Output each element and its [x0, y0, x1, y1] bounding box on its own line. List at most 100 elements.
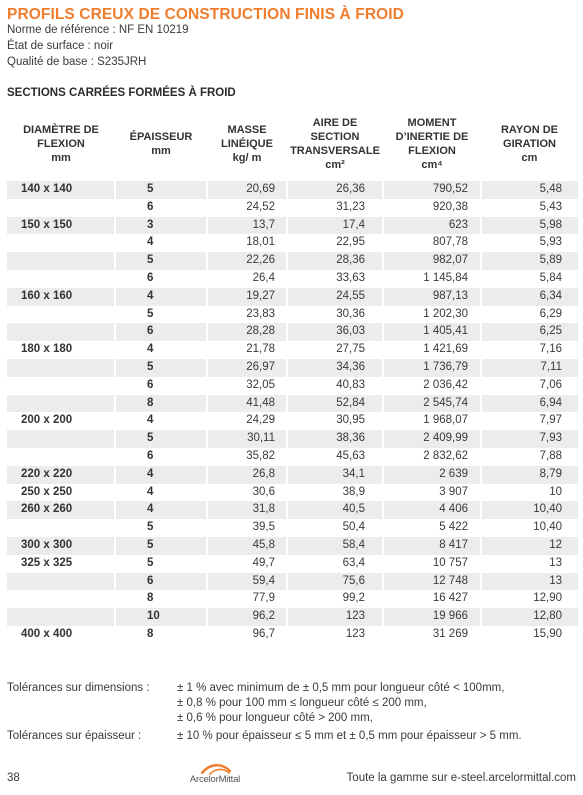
table-row: 5 30,11 38,36 2 409,99 7,93 [7, 430, 578, 448]
section-size-cell: 260 x 260 [7, 501, 116, 520]
table-row: 5 39,5 50,4 5 422 10,40 [7, 519, 578, 537]
radius-of-gyration-cell: 12,80 [481, 608, 578, 626]
moment-of-inertia-cell: 1 421,69 [383, 341, 482, 359]
radius-of-gyration-cell: 5,93 [481, 234, 578, 253]
section-area-cell: 31,23 [287, 198, 384, 217]
table-row: 6 35,82 45,63 2 832,62 7,88 [7, 447, 578, 466]
thickness-cell: 10 [115, 608, 208, 626]
section-size-cell: 400 x 400 [7, 625, 116, 644]
header-line: LINÉIQUE [221, 138, 273, 150]
surface-state: État de surface : noir [7, 40, 114, 52]
section-area-cell: 17,4 [287, 216, 384, 235]
thickness-cell: 4 [115, 465, 208, 484]
moment-of-inertia-cell: 4 406 [383, 501, 482, 520]
table-row: 6 32,05 40,83 2 036,42 7,06 [7, 376, 578, 395]
table-row: 220 x 220 4 26,8 34,1 2 639 8,79 [7, 465, 578, 484]
header-flexion-diameter: DIAMÈTRE DE FLEXION mm [7, 110, 115, 181]
thickness-cell: 4 [115, 287, 208, 306]
moment-of-inertia-cell: 987,13 [383, 287, 482, 306]
header-thickness: ÉPAISSEUR mm [115, 110, 207, 181]
section-size-cell [7, 323, 116, 342]
section-area-cell: 75,6 [287, 572, 384, 591]
header-line: mm [51, 152, 71, 164]
section-area-cell: 40,5 [287, 501, 384, 520]
moment-of-inertia-cell: 12 748 [383, 572, 482, 591]
moment-of-inertia-cell: 2 409,99 [383, 430, 482, 448]
moment-of-inertia-cell: 1 736,79 [383, 358, 482, 377]
section-area-cell: 99,2 [287, 590, 384, 609]
header-line: cm² [325, 159, 345, 171]
section-area-cell: 34,1 [287, 465, 384, 484]
table-row: 140 x 140 5 20,69 26,36 790,52 5,48 [7, 179, 578, 199]
thickness-cell: 5 [115, 358, 208, 377]
table-row: 5 22,26 28,36 982,07 5,89 [7, 252, 578, 270]
arcelormittal-logo: ArcelorMittal [180, 760, 250, 788]
table-row: 150 x 150 3 13,7 17,4 623 5,98 [7, 216, 578, 235]
linear-mass-cell: 13,7 [207, 216, 288, 235]
section-area-cell: 26,36 [287, 179, 384, 199]
section-size-cell [7, 572, 116, 591]
thickness-cell: 6 [115, 269, 208, 288]
thickness-cell: 6 [115, 323, 208, 342]
header-line: D’INERTIE DE [395, 131, 469, 143]
thickness-cell: 5 [115, 305, 208, 324]
square-sections-table: DIAMÈTRE DE FLEXION mm ÉPAISSEUR mm MASSE LI… [7, 110, 578, 644]
thickness-cell: 5 [115, 519, 208, 537]
moment-of-inertia-cell: 31 269 [383, 625, 482, 644]
linear-mass-cell: 24,52 [207, 198, 288, 217]
section-size-cell [7, 608, 116, 626]
section-size-cell [7, 198, 116, 217]
section-size-cell: 200 x 200 [7, 412, 116, 431]
section-area-cell: 58,4 [287, 536, 384, 555]
linear-mass-cell: 32,05 [207, 376, 288, 395]
section-size-cell [7, 234, 116, 253]
radius-of-gyration-cell: 7,11 [481, 358, 578, 377]
section-size-cell: 150 x 150 [7, 216, 116, 235]
header-line: cm [521, 152, 538, 164]
header-line: DIAMÈTRE DE [23, 124, 99, 136]
header-line: ÉPAISSEUR [129, 131, 193, 143]
table-body: 140 x 140 5 20,69 26,36 790,52 5,48 6 24,52 31,2… [7, 179, 578, 644]
section-area-cell: 36,03 [287, 323, 384, 342]
header-line: RAYON DE [500, 124, 559, 136]
header-line: FLEXION [37, 138, 85, 150]
header-line: FLEXION [408, 145, 456, 157]
linear-mass-cell: 45,8 [207, 536, 288, 555]
radius-of-gyration-cell: 5,84 [481, 269, 578, 288]
thickness-cell: 8 [115, 625, 208, 644]
linear-mass-cell: 26,97 [207, 358, 288, 377]
linear-mass-cell: 18,01 [207, 234, 288, 253]
linear-mass-cell: 41,48 [207, 394, 288, 413]
section-area-cell: 24,55 [287, 287, 384, 306]
radius-of-gyration-cell: 5,48 [481, 179, 578, 199]
table-row: 180 x 180 4 21,78 27,75 1 421,69 7,16 [7, 341, 578, 359]
moment-of-inertia-cell: 1 202,30 [383, 305, 482, 324]
section-area-cell: 22,95 [287, 234, 384, 253]
linear-mass-cell: 59,4 [207, 572, 288, 591]
radius-of-gyration-cell: 6,94 [481, 394, 578, 413]
thickness-cell: 6 [115, 447, 208, 466]
table-header-row: DIAMÈTRE DE FLEXION mm ÉPAISSEUR mm MASSE LI… [7, 110, 578, 181]
thickness-cell: 4 [115, 234, 208, 253]
moment-of-inertia-cell: 790,52 [383, 179, 482, 199]
header-line: SECTION [310, 131, 360, 143]
table-row: 300 x 300 5 45,8 58,4 8 417 12 [7, 536, 578, 555]
page-title: PROFILS CREUX DE CONSTRUCTION FINIS À FR… [7, 6, 404, 23]
moment-of-inertia-cell: 8 417 [383, 536, 482, 555]
linear-mass-cell: 30,11 [207, 430, 288, 448]
linear-mass-cell: 20,69 [207, 179, 288, 199]
radius-of-gyration-cell: 15,90 [481, 625, 578, 644]
section-size-cell: 250 x 250 [7, 483, 116, 502]
section-area-cell: 28,36 [287, 252, 384, 270]
linear-mass-cell: 30,6 [207, 483, 288, 502]
table-row: 325 x 325 5 49,7 63,4 10 757 13 [7, 554, 578, 573]
footer-website-link[interactable]: Toute la gamme sur e-steel.arcelormittal… [346, 772, 576, 784]
section-size-cell: 220 x 220 [7, 465, 116, 484]
linear-mass-cell: 77,9 [207, 590, 288, 609]
thickness-cell: 5 [115, 554, 208, 573]
thickness-cell: 6 [115, 198, 208, 217]
thickness-cell: 3 [115, 216, 208, 235]
section-title: SECTIONS CARRÉES FORMÉES À FROID [7, 87, 236, 99]
moment-of-inertia-cell: 2 036,42 [383, 376, 482, 395]
radius-of-gyration-cell: 12,90 [481, 590, 578, 609]
